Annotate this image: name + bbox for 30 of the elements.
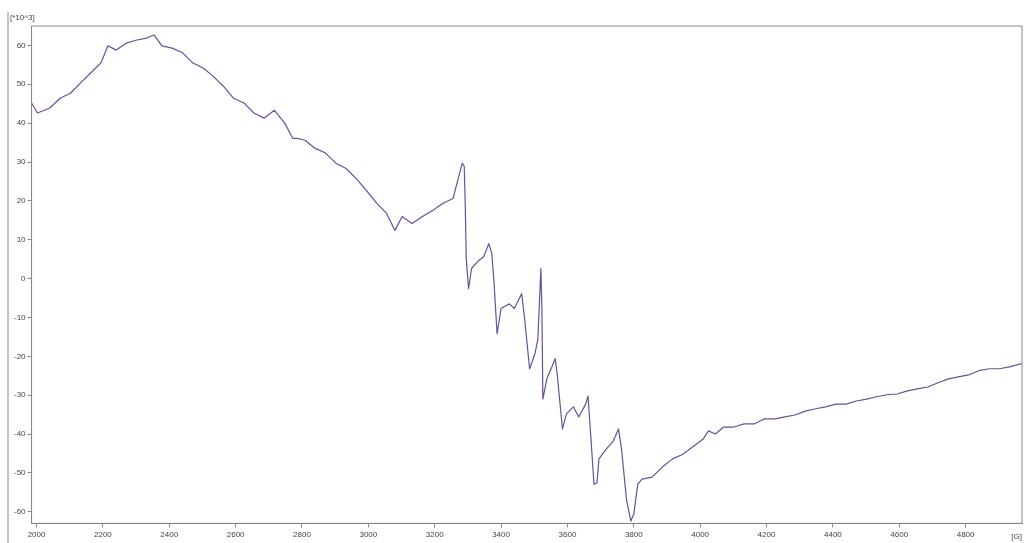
y-tick-label: 50 [16,79,27,89]
y-tick-label: -50 [14,468,27,478]
x-tick-label: 2200 [94,530,113,540]
y-tick-label: 60 [16,40,27,50]
y-tick-label: -20 [14,351,27,361]
x-tick-label: 3200 [425,530,445,540]
x-tick-label: 4000 [691,530,710,540]
y-tick-label: -10 [14,312,27,322]
x-tick-label: 3000 [359,530,378,540]
x-tick-label: 4600 [890,530,909,540]
y-tick-label: -60 [14,506,27,516]
y-tick-label: 0 [21,273,27,283]
x-tick-label: 4200 [757,530,776,540]
x-tick-label: 2000 [27,530,46,540]
x-tick-label: 2400 [160,530,179,540]
y-tick-label: -40 [14,429,27,439]
x-tick-label: 4400 [823,530,843,540]
y-tick-label: 20 [16,196,27,206]
x-tick-label: 2600 [226,530,246,540]
x-tick-label: 2800 [293,530,312,540]
x-tick-label: 4800 [956,530,976,540]
x-tick-label: 3400 [492,530,511,540]
x-tick-label: 3800 [624,530,644,540]
y-tick-label: 10 [16,234,27,244]
y-tick-label: -30 [14,390,27,400]
y-tick-label: 30 [16,157,27,167]
x-tick-label: 3600 [558,530,577,540]
y-tick-label: 40 [16,118,27,128]
x-axis-title: [G] [1011,531,1022,541]
y-axis-title: [*10^3] [10,13,35,23]
